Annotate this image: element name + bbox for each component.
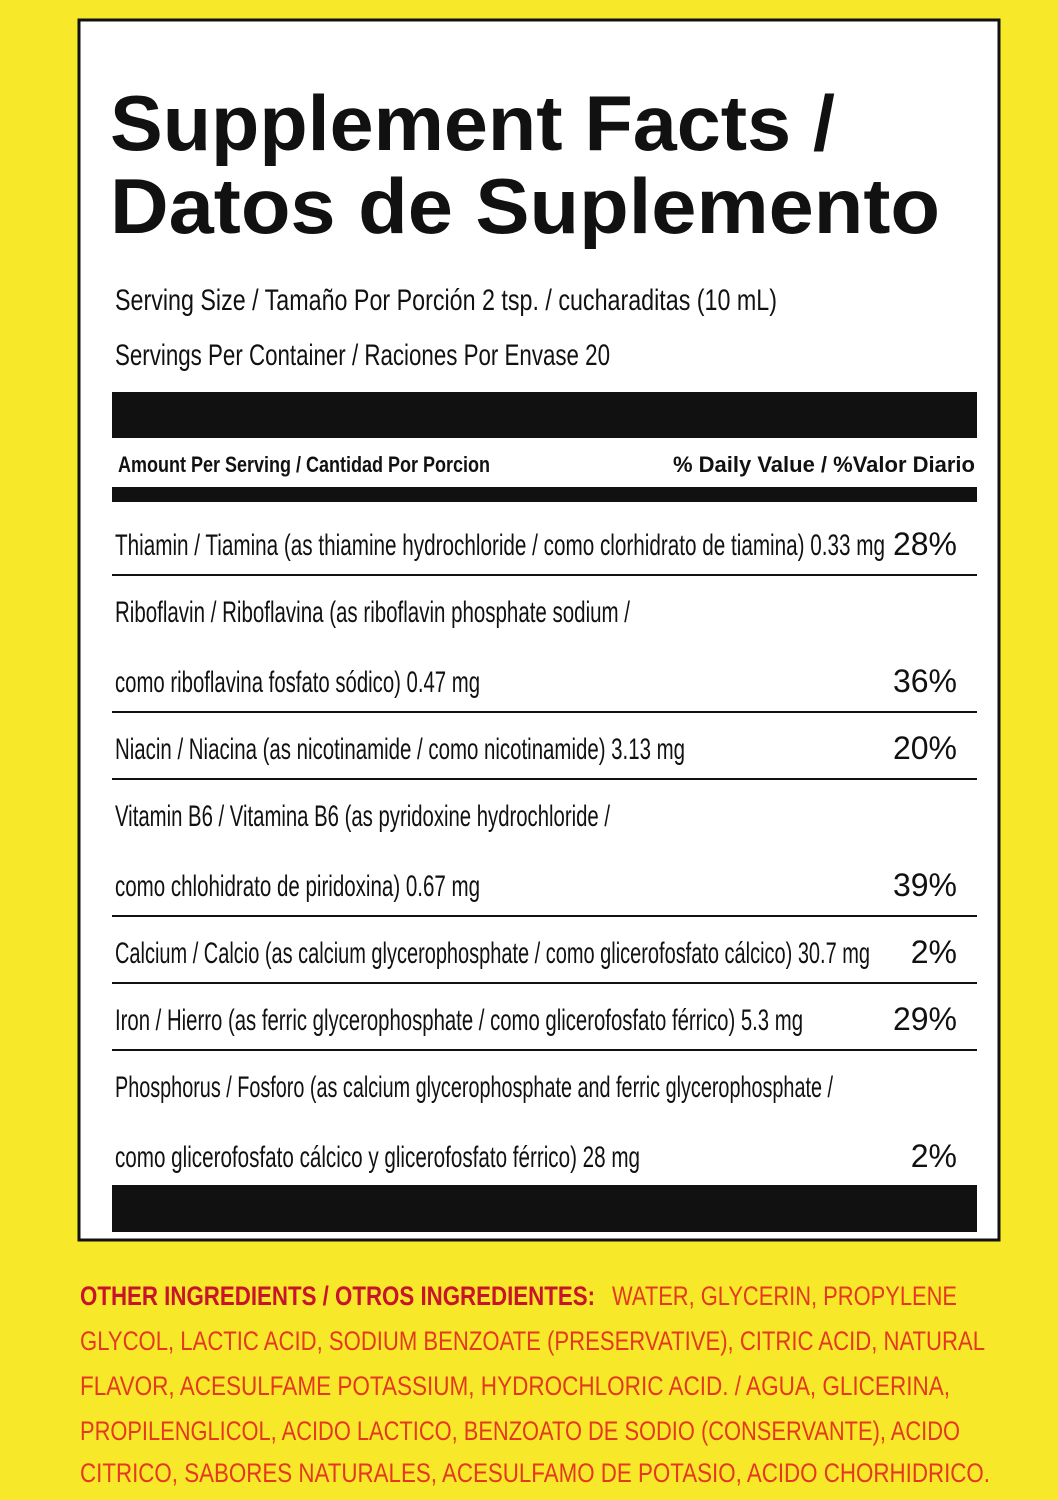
bottom-bar <box>112 1185 977 1232</box>
title: Supplement Facts / <box>110 79 835 167</box>
ingredients-text: FLAVOR, ACESULFAME POTASSIUM, HYDROCHLOR… <box>80 1371 950 1401</box>
nutrient-text: Thiamin / Tiamina (as thiamine hydrochlo… <box>115 529 885 562</box>
ingredients-text: GLYCOL, LACTIC ACID, SODIUM BENZOATE (PR… <box>80 1326 985 1356</box>
nutrient-text: como chlohidrato de piridoxina) 0.67 mg <box>115 870 480 903</box>
serving-size: Serving Size / Tamaño Por Porción 2 tsp.… <box>115 284 777 317</box>
ingredients-text: PROPILENGLICOL, ACIDO LACTICO, BENZOATO … <box>80 1416 960 1446</box>
nutrient-text: Vitamin B6 / Vitamina B6 (as pyridoxine … <box>115 800 610 833</box>
nutrient-text: Iron / Hierro (as ferric glycerophosphat… <box>115 1004 803 1037</box>
daily-value: 39% <box>893 867 957 903</box>
nutrient-text: como glicerofosfato cálcico y glicerofos… <box>115 1141 640 1174</box>
ingredients-text: WATER, GLYCERIN, PROPYLENE <box>612 1281 957 1311</box>
daily-value: 2% <box>911 1138 957 1174</box>
nutrient-text: como riboflavina fosfato sódico) 0.47 mg <box>115 666 480 699</box>
nutrient-text: Riboflavin / Riboflavina (as riboflavin … <box>115 596 630 629</box>
column-header: % Daily Value / %Valor Diario <box>673 452 975 477</box>
servings-per-container: Servings Per Container / Raciones Por En… <box>115 339 610 372</box>
daily-value: 2% <box>911 934 957 970</box>
ingredients-label: OTHER INGREDIENTS / OTROS INGREDIENTES: <box>80 1281 595 1311</box>
nutrient-text: Niacin / Niacina (as nicotinamide / como… <box>115 733 685 766</box>
column-header: Amount Per Serving / Cantidad Por Porcio… <box>118 452 490 477</box>
title: Datos de Suplemento <box>110 162 940 250</box>
daily-value: 28% <box>893 526 957 562</box>
thick-bar <box>112 392 977 438</box>
daily-value: 36% <box>893 663 957 699</box>
daily-value: 20% <box>893 730 957 766</box>
daily-value: 29% <box>893 1001 957 1037</box>
nutrient-text: Phosphorus / Fosforo (as calcium glycero… <box>115 1071 833 1104</box>
nutrient-text: Calcium / Calcio (as calcium glycerophos… <box>115 937 870 970</box>
facts-panel <box>77 18 1001 1242</box>
ingredients-text: CITRICO, SABORES NATURALES, ACESULFAMO D… <box>80 1458 990 1488</box>
thin-bar <box>112 487 977 502</box>
